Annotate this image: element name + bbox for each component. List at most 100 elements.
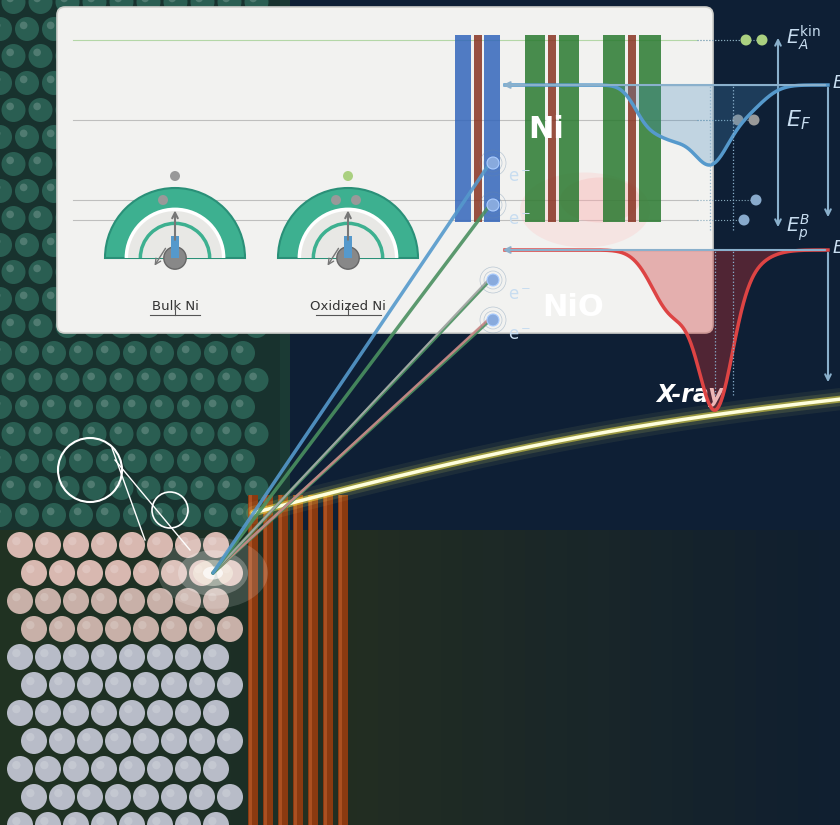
Circle shape xyxy=(208,761,217,769)
Circle shape xyxy=(209,130,217,137)
Bar xyxy=(525,530,547,825)
Circle shape xyxy=(181,593,188,601)
Circle shape xyxy=(136,368,160,392)
Circle shape xyxy=(101,507,108,516)
Circle shape xyxy=(244,0,269,14)
Circle shape xyxy=(55,206,80,230)
Circle shape xyxy=(236,183,244,191)
Wedge shape xyxy=(105,188,245,258)
Circle shape xyxy=(15,125,39,149)
Circle shape xyxy=(177,71,201,95)
Circle shape xyxy=(96,125,120,149)
Circle shape xyxy=(74,130,81,137)
Circle shape xyxy=(191,152,214,176)
Circle shape xyxy=(236,130,244,137)
Circle shape xyxy=(150,179,174,203)
Circle shape xyxy=(750,195,762,205)
Circle shape xyxy=(181,649,188,658)
Wedge shape xyxy=(315,225,381,258)
Circle shape xyxy=(7,427,14,434)
Circle shape xyxy=(231,395,255,419)
Circle shape xyxy=(55,476,80,500)
Circle shape xyxy=(133,560,159,586)
Circle shape xyxy=(236,507,244,516)
Circle shape xyxy=(181,507,190,516)
Circle shape xyxy=(55,422,80,446)
Circle shape xyxy=(249,157,257,164)
Circle shape xyxy=(91,756,117,782)
Circle shape xyxy=(74,76,81,83)
Circle shape xyxy=(123,125,147,149)
Circle shape xyxy=(177,233,201,257)
Circle shape xyxy=(110,565,118,573)
Circle shape xyxy=(119,644,145,670)
Circle shape xyxy=(40,649,49,658)
Circle shape xyxy=(249,102,257,111)
Circle shape xyxy=(114,373,122,380)
Circle shape xyxy=(147,532,173,558)
Circle shape xyxy=(91,644,117,670)
Circle shape xyxy=(2,206,25,230)
Circle shape xyxy=(2,368,25,392)
Bar xyxy=(324,495,327,825)
Circle shape xyxy=(209,76,217,83)
Circle shape xyxy=(29,314,52,338)
Bar xyxy=(84,530,106,825)
Circle shape xyxy=(114,0,122,2)
Circle shape xyxy=(35,700,61,726)
Circle shape xyxy=(244,422,269,446)
Circle shape xyxy=(208,705,217,714)
Circle shape xyxy=(155,291,162,299)
Circle shape xyxy=(21,672,47,698)
Circle shape xyxy=(195,265,203,272)
Circle shape xyxy=(96,179,120,203)
Circle shape xyxy=(101,291,108,299)
Circle shape xyxy=(181,346,190,353)
Circle shape xyxy=(133,672,159,698)
Circle shape xyxy=(40,593,49,601)
Text: e$^-$: e$^-$ xyxy=(508,211,531,229)
Circle shape xyxy=(55,621,62,629)
Bar xyxy=(0,530,22,825)
Circle shape xyxy=(69,125,93,149)
Circle shape xyxy=(110,789,118,797)
Circle shape xyxy=(87,318,95,326)
Circle shape xyxy=(203,588,229,614)
Circle shape xyxy=(20,238,28,245)
Circle shape xyxy=(87,210,95,219)
Bar xyxy=(474,35,482,222)
Text: e$^-$: e$^-$ xyxy=(508,168,531,186)
Circle shape xyxy=(123,395,147,419)
Circle shape xyxy=(29,44,52,68)
Circle shape xyxy=(164,206,187,230)
Bar xyxy=(567,530,589,825)
Circle shape xyxy=(204,179,228,203)
Circle shape xyxy=(195,480,203,488)
Circle shape xyxy=(141,157,149,164)
Circle shape xyxy=(223,789,230,797)
Circle shape xyxy=(60,265,68,272)
Circle shape xyxy=(69,17,93,41)
Circle shape xyxy=(96,287,120,311)
Circle shape xyxy=(487,274,499,286)
Circle shape xyxy=(231,503,255,527)
Circle shape xyxy=(69,287,93,311)
Circle shape xyxy=(244,152,269,176)
Circle shape xyxy=(757,35,768,45)
Bar xyxy=(777,530,799,825)
Circle shape xyxy=(13,761,20,769)
Circle shape xyxy=(191,206,214,230)
Circle shape xyxy=(97,761,104,769)
Circle shape xyxy=(217,784,243,810)
Circle shape xyxy=(0,125,12,149)
Circle shape xyxy=(82,206,107,230)
Circle shape xyxy=(191,98,214,122)
Circle shape xyxy=(34,49,41,56)
Circle shape xyxy=(0,17,12,41)
Circle shape xyxy=(55,565,62,573)
Text: $E_A^{\rm kin}$: $E_A^{\rm kin}$ xyxy=(786,24,821,52)
Circle shape xyxy=(82,98,107,122)
FancyBboxPatch shape xyxy=(57,7,713,333)
Circle shape xyxy=(139,789,146,797)
Circle shape xyxy=(20,399,28,408)
